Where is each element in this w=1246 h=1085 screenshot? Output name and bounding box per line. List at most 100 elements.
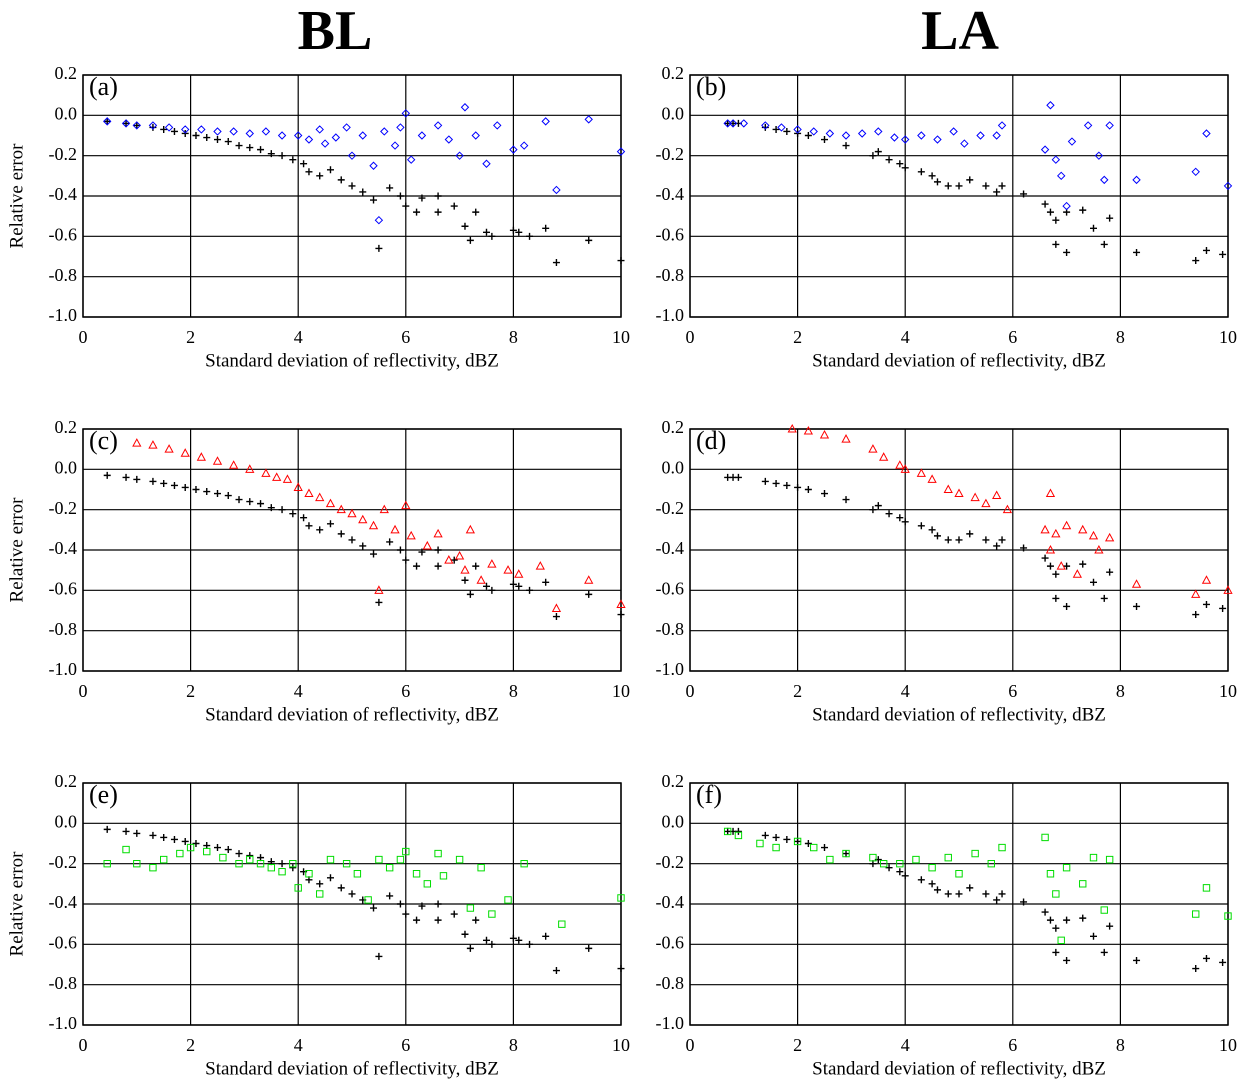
data-point [928, 880, 936, 888]
data-point [402, 910, 410, 918]
data-point [723, 827, 732, 836]
data-point [1052, 216, 1060, 224]
data-point [461, 222, 469, 230]
data-point [331, 133, 341, 142]
x-tick-label: 6 [401, 327, 410, 347]
data-point [337, 530, 345, 538]
data-point [890, 133, 899, 142]
data-point [1020, 898, 1028, 906]
data-point [224, 492, 232, 500]
data-point [1052, 948, 1060, 956]
y-tick-label: 0.2 [662, 63, 685, 83]
data-point [944, 536, 952, 544]
data-point [1133, 602, 1141, 610]
data-point [955, 536, 963, 544]
data-point [170, 481, 178, 489]
x-tick-label: 4 [901, 681, 910, 701]
data-point [1079, 880, 1087, 888]
data-point [1063, 562, 1071, 570]
data-point [133, 859, 141, 868]
data-point [842, 850, 850, 858]
data-point [122, 845, 130, 854]
y-tick-label: -0.2 [49, 498, 78, 518]
data-point [1046, 916, 1054, 924]
data-point [412, 870, 421, 878]
data-point [203, 842, 211, 850]
data-point [304, 135, 314, 144]
data-point [256, 859, 265, 868]
data-point [761, 123, 769, 131]
data-point [413, 562, 421, 570]
data-point [160, 479, 168, 487]
x-tick-label: 8 [1116, 327, 1125, 347]
data-point [552, 185, 561, 195]
data-point [842, 496, 850, 504]
x-tick-label: 8 [1116, 681, 1125, 701]
y-axis-label: Relative error [6, 851, 27, 957]
data-point [971, 849, 979, 858]
data-point [584, 575, 594, 584]
data-point [617, 611, 625, 619]
data-point [1192, 910, 1200, 918]
data-point [804, 486, 812, 493]
data-point [1056, 561, 1066, 570]
data-point [315, 492, 325, 502]
data-point [316, 880, 324, 888]
data-point [954, 488, 964, 498]
y-tick-label: -0.8 [656, 973, 685, 993]
y-tick-label: -0.8 [49, 973, 78, 993]
data-point [542, 578, 550, 586]
data-point [1090, 224, 1097, 232]
data-point [390, 141, 400, 150]
data-point [1040, 524, 1050, 534]
data-point [552, 259, 560, 267]
y-tick-label: -0.6 [656, 224, 685, 244]
data-point [1191, 167, 1200, 177]
data-point [1063, 956, 1071, 964]
data-point [955, 870, 963, 878]
data-point [1052, 594, 1060, 602]
data-point [1202, 246, 1210, 254]
data-point [402, 556, 410, 564]
data-point [359, 542, 367, 550]
data-point [558, 920, 566, 928]
data-point [1090, 578, 1097, 586]
x-tick-label: 8 [509, 327, 518, 347]
data-point [305, 522, 313, 530]
panel-title: (f) [696, 780, 722, 809]
data-point [337, 176, 345, 184]
data-point [783, 481, 791, 489]
data-point [214, 136, 221, 144]
x-tick-label: 4 [901, 1035, 910, 1055]
data-point [401, 500, 411, 510]
y-tick-label: 0.2 [662, 417, 685, 437]
data-point [1224, 912, 1232, 920]
data-point [465, 524, 476, 534]
data-point [121, 119, 131, 128]
y-tick-label: 0.0 [662, 811, 685, 831]
data-point [289, 859, 297, 868]
data-point [966, 884, 974, 892]
data-point [160, 125, 168, 133]
data-point [386, 892, 394, 900]
panel-title: (b) [696, 72, 726, 101]
x-axis-label: Standard deviation of reflectivity, dBZ [812, 350, 1106, 371]
data-point [585, 236, 593, 244]
data-point [245, 464, 255, 473]
data-point [761, 477, 769, 485]
data-point [526, 940, 534, 948]
data-point [348, 890, 356, 898]
data-point [1078, 524, 1088, 534]
data-point [434, 900, 442, 908]
data-point [293, 131, 303, 140]
data-point [483, 582, 490, 590]
data-point [1202, 954, 1210, 962]
data-point [552, 967, 560, 975]
data-point [450, 202, 458, 210]
data-point [1131, 579, 1142, 588]
data-point [466, 904, 475, 912]
y-tick-label: 0.0 [662, 457, 685, 477]
data-point [103, 825, 111, 833]
data-point [927, 474, 937, 483]
data-point [1052, 240, 1060, 248]
